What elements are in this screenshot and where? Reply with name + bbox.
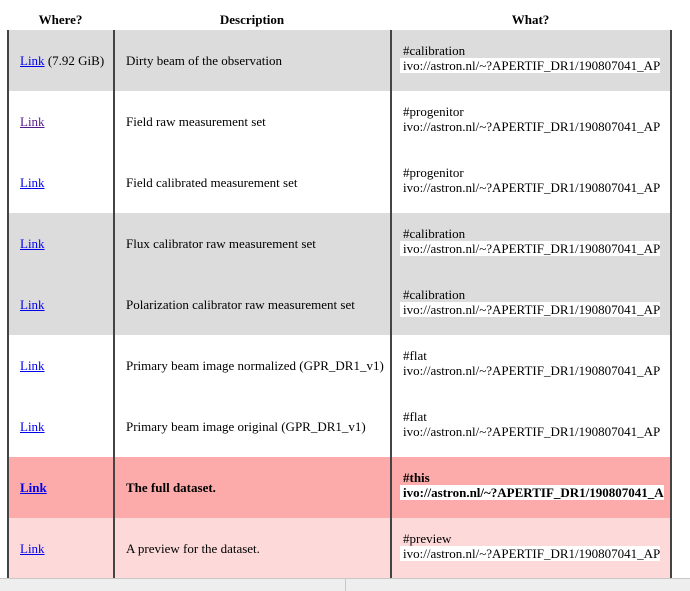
description-cell: Primary beam image original (GPR_DR1_v1): [126, 419, 366, 434]
semantics-label: #progenitor: [403, 165, 464, 180]
what-cell: #progenitor ivo://astron.nl/~?APERTIF_DR1…: [394, 91, 670, 152]
semantics-label: #preview: [403, 531, 452, 546]
access-link[interactable]: Link: [20, 236, 45, 251]
table-header: Where? Description What?: [0, 0, 690, 30]
scrollbar-divider: [345, 579, 346, 591]
semantics-label: #flat: [403, 409, 427, 424]
datalink-table: Link (7.92 GiB) Dirty beam of the observ…: [7, 30, 672, 578]
header-where: Where?: [38, 12, 83, 27]
what-cell: #calibration ivo://astron.nl/~?APERTIF_DR…: [394, 213, 670, 274]
ivo-identifier: ivo://astron.nl/~?APERTIF_DR1/190807041_…: [400, 363, 661, 378]
header-what: What?: [511, 12, 550, 27]
semantics-label: #this: [403, 470, 430, 485]
table-row: Link (7.92 GiB) Dirty beam of the observ…: [9, 30, 670, 91]
ivo-identifier: ivo://astron.nl/~?APERTIF_DR1/190807041_…: [400, 241, 661, 256]
semantics-label: #flat: [403, 348, 427, 363]
table-row: Link Primary beam image original (GPR_DR…: [9, 396, 670, 457]
semantics-label: #progenitor: [403, 104, 464, 119]
file-size: (7.92 GiB): [44, 53, 105, 68]
table-row: Link Polarization calibrator raw measure…: [9, 274, 670, 335]
semantics-label: #calibration: [403, 287, 466, 302]
description-cell: Field calibrated measurement set: [126, 175, 298, 190]
what-cell: #flat ivo://astron.nl/~?APERTIF_DR1/19080…: [394, 396, 670, 457]
what-cell: #flat ivo://astron.nl/~?APERTIF_DR1/19080…: [394, 335, 670, 396]
where-cell: Link: [9, 152, 114, 213]
description-cell: Flux calibrator raw measurement set: [126, 236, 316, 251]
table-row-this: Link The full dataset. #this ivo://astron…: [9, 457, 670, 518]
description-cell: Dirty beam of the observation: [126, 53, 282, 68]
ivo-identifier: ivo://astron.nl/~?APERTIF_DR1/190807041_…: [400, 302, 661, 317]
where-cell: Link: [9, 396, 114, 457]
table-row: Link Field calibrated measurement set #p…: [9, 152, 670, 213]
semantics-label: #calibration: [403, 43, 466, 58]
access-link[interactable]: Link: [20, 53, 45, 68]
ivo-identifier: ivo://astron.nl/~?APERTIF_DR1/190807041_…: [400, 119, 661, 134]
access-link[interactable]: Link: [20, 175, 45, 190]
what-cell: #calibration ivo://astron.nl/~?APERTIF_DR…: [394, 30, 670, 91]
what-cell: #this ivo://astron.nl/~?APERTIF_DR1/19080…: [394, 457, 670, 518]
what-cell: #preview ivo://astron.nl/~?APERTIF_DR1/19…: [394, 518, 670, 578]
where-cell: Link: [9, 213, 114, 274]
ivo-identifier: ivo://astron.nl/~?APERTIF_DR1/190807041_…: [400, 180, 661, 195]
where-cell: Link: [9, 274, 114, 335]
where-cell: Link: [9, 91, 114, 152]
what-cell: #calibration ivo://astron.nl/~?APERTIF_DR…: [394, 274, 670, 335]
where-cell: Link: [9, 335, 114, 396]
table-row: Link Flux calibrator raw measurement set…: [9, 213, 670, 274]
horizontal-scrollbar[interactable]: [0, 578, 690, 591]
access-link[interactable]: Link: [20, 114, 45, 129]
where-cell: Link: [9, 457, 114, 518]
table-row: Link Primary beam image normalized (GPR_…: [9, 335, 670, 396]
description-cell: Primary beam image normalized (GPR_DR1_v…: [126, 358, 384, 373]
where-cell: Link: [9, 518, 114, 578]
column-divider: [390, 30, 392, 578]
access-link[interactable]: Link: [20, 419, 45, 434]
what-cell: #progenitor ivo://astron.nl/~?APERTIF_DR1…: [394, 152, 670, 213]
where-cell: Link (7.92 GiB): [9, 30, 114, 91]
ivo-identifier: ivo://astron.nl/~?APERTIF_DR1/190807041_…: [400, 485, 664, 500]
access-link[interactable]: Link: [20, 358, 45, 373]
header-description: Description: [219, 12, 285, 27]
description-cell: The full dataset.: [126, 480, 216, 495]
ivo-identifier: ivo://astron.nl/~?APERTIF_DR1/190807041_…: [400, 58, 661, 73]
access-link[interactable]: Link: [20, 297, 45, 312]
ivo-identifier: ivo://astron.nl/~?APERTIF_DR1/190807041_…: [400, 424, 661, 439]
table-row-preview: Link A preview for the dataset. #preview…: [9, 518, 670, 578]
semantics-label: #calibration: [403, 226, 466, 241]
access-link[interactable]: Link: [20, 541, 45, 556]
column-divider: [113, 30, 115, 578]
access-link[interactable]: Link: [20, 480, 47, 495]
description-cell: A preview for the dataset.: [126, 541, 260, 556]
ivo-identifier: ivo://astron.nl/~?APERTIF_DR1/190807041_…: [400, 546, 661, 561]
description-cell: Field raw measurement set: [126, 114, 266, 129]
table-row: Link Field raw measurement set #progenit…: [9, 91, 670, 152]
description-cell: Polarization calibrator raw measurement …: [126, 297, 355, 312]
